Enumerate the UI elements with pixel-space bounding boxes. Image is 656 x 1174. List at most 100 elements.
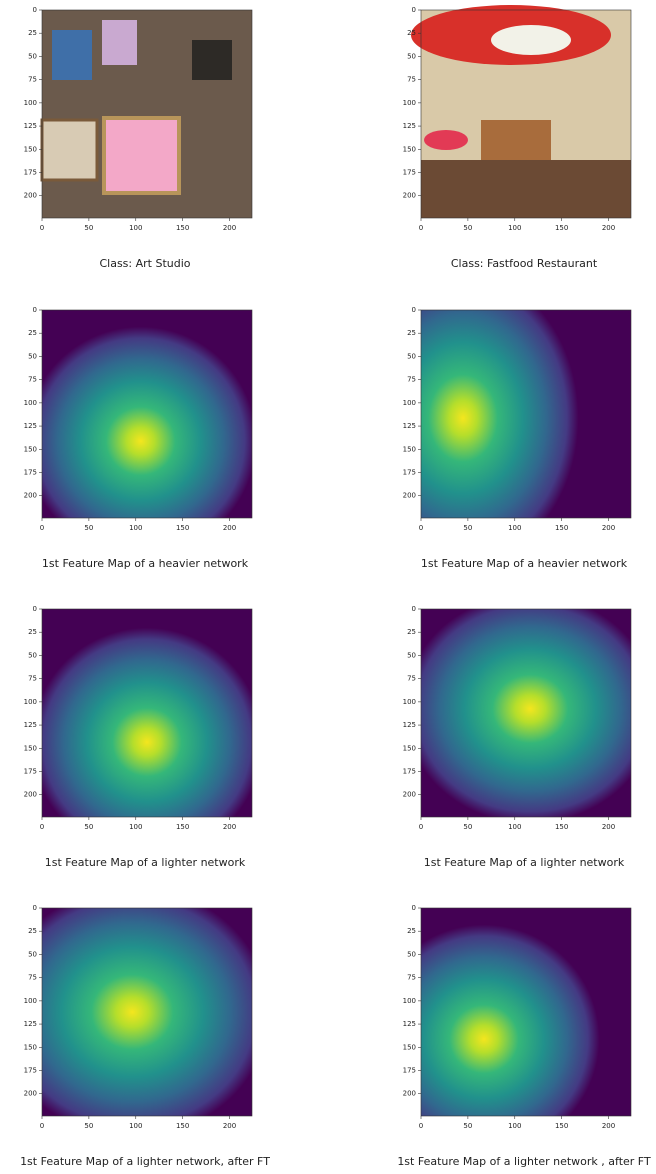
photo-detail [104, 118, 179, 193]
x-tick-label: 100 [508, 524, 521, 532]
x-tick-label: 100 [508, 823, 521, 831]
panel: 02550751001251501752000501001502001st Fe… [24, 605, 252, 869]
y-tick-label: 25 [407, 927, 416, 935]
y-tick-label: 125 [403, 422, 416, 430]
y-tick-label: 175 [403, 469, 416, 477]
y-tick-label: 200 [24, 1090, 37, 1098]
y-tick-label: 125 [403, 122, 416, 130]
x-tick-label: 50 [84, 524, 93, 532]
heatmap [42, 609, 252, 817]
y-tick-label: 125 [403, 1020, 416, 1028]
y-tick-label: 175 [403, 1067, 416, 1075]
heatmap [421, 908, 631, 1116]
y-tick-label: 100 [403, 997, 416, 1005]
y-tick-label: 50 [407, 651, 416, 659]
y-tick-label: 175 [403, 169, 416, 177]
x-tick-label: 150 [555, 224, 568, 232]
y-tick-label: 150 [24, 1043, 37, 1051]
x-tick-label: 200 [602, 524, 615, 532]
heatmap [42, 310, 252, 518]
y-tick-label: 50 [28, 651, 37, 659]
caption: 1st Feature Map of a lighter network , a… [397, 1155, 651, 1168]
y-tick-label: 150 [24, 445, 37, 453]
x-tick-label: 200 [223, 224, 236, 232]
x-tick-label: 0 [419, 224, 423, 232]
panel: 02550751001251501752000501001502001st Fe… [403, 605, 631, 869]
x-tick-label: 0 [40, 1122, 44, 1130]
x-tick-label: 50 [84, 823, 93, 831]
y-tick-label: 0 [412, 605, 416, 613]
y-tick-label: 125 [24, 422, 37, 430]
y-tick-label: 25 [28, 927, 37, 935]
y-tick-label: 75 [407, 76, 416, 84]
heatmap [42, 908, 252, 1116]
x-tick-label: 200 [223, 823, 236, 831]
y-tick-label: 200 [403, 192, 416, 200]
y-tick-label: 50 [407, 52, 416, 60]
y-tick-label: 200 [403, 1090, 416, 1098]
y-tick-label: 100 [403, 399, 416, 407]
x-tick-label: 150 [176, 224, 189, 232]
heatmap [421, 609, 631, 817]
caption: 1st Feature Map of a heavier network [42, 557, 249, 570]
x-tick-label: 150 [176, 524, 189, 532]
y-tick-label: 25 [28, 329, 37, 337]
photo-detail [491, 25, 571, 55]
y-tick-label: 0 [412, 904, 416, 912]
y-tick-label: 150 [403, 445, 416, 453]
x-tick-label: 200 [602, 224, 615, 232]
x-tick-label: 0 [40, 823, 44, 831]
x-tick-label: 100 [508, 1122, 521, 1130]
caption: 1st Feature Map of a heavier network [421, 557, 628, 570]
x-tick-label: 50 [84, 1122, 93, 1130]
photo-detail [102, 20, 137, 65]
y-tick-label: 150 [403, 1043, 416, 1051]
y-tick-label: 25 [407, 29, 416, 37]
x-tick-label: 150 [555, 823, 568, 831]
x-tick-label: 100 [129, 823, 142, 831]
x-tick-label: 100 [129, 224, 142, 232]
panel: 02550751001251501752000501001502001st Fe… [24, 306, 252, 570]
y-tick-label: 75 [28, 675, 37, 683]
y-tick-label: 25 [407, 628, 416, 636]
y-tick-label: 200 [403, 492, 416, 500]
y-tick-label: 50 [407, 352, 416, 360]
y-tick-label: 175 [403, 768, 416, 776]
y-tick-label: 100 [24, 399, 37, 407]
figure: 0 25 50 75 100 125 150 175 200 0 50 100 150 200 Class:… [0, 0, 656, 1174]
x-tick-label: 150 [555, 1122, 568, 1130]
x-tick-label: 50 [463, 524, 472, 532]
x-tick-label: 200 [223, 524, 236, 532]
y-tick-label: 150 [403, 145, 416, 153]
caption: Class: Art Studio [99, 257, 190, 270]
photo-detail [52, 30, 92, 80]
y-tick-label: 0 [33, 904, 37, 912]
caption: 1st Feature Map of a lighter network [424, 856, 625, 869]
y-tick-label: 175 [24, 768, 37, 776]
heatmap [421, 310, 631, 518]
y-tick-label: 0 [33, 6, 37, 14]
y-tick-label: 125 [403, 721, 416, 729]
x-tick-label: 50 [84, 224, 93, 232]
photo-detail [192, 40, 232, 80]
x-tick-label: 100 [129, 524, 142, 532]
x-tick-label: 150 [555, 524, 568, 532]
x-tick-label: 0 [40, 524, 44, 532]
x-tick-label: 200 [223, 1122, 236, 1130]
y-tick-label: 50 [28, 352, 37, 360]
y-tick-label: 75 [407, 376, 416, 384]
y-tick-label: 150 [403, 744, 416, 752]
x-tick-label: 0 [419, 524, 423, 532]
x-tick-label: 200 [602, 1122, 615, 1130]
y-tick-label: 100 [24, 698, 37, 706]
y-tick-label: 100 [403, 99, 416, 107]
y-tick-label: 125 [24, 122, 37, 130]
y-tick-label: 175 [24, 1067, 37, 1075]
x-tick-label: 0 [419, 823, 423, 831]
y-tick-label: 50 [28, 950, 37, 958]
y-tick-label: 200 [24, 791, 37, 799]
